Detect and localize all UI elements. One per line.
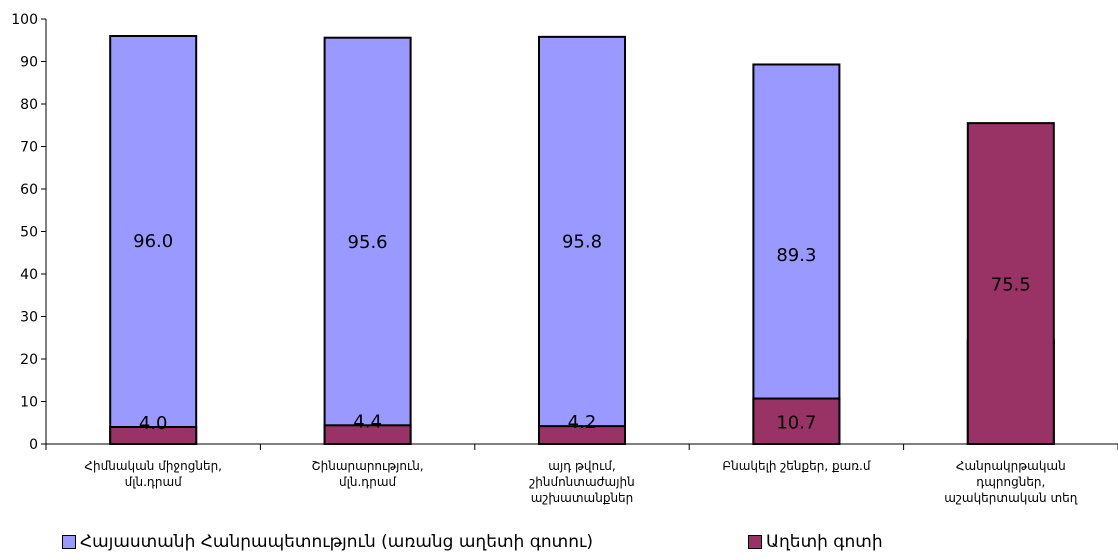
y-tick-label: 30 (20, 310, 38, 326)
data-label: 95.6 (348, 232, 388, 253)
x-category-label: Հանրակրթական (956, 459, 1066, 473)
data-label: 4.0 (139, 413, 168, 434)
legend-label: Աղետի գոտի (766, 532, 883, 552)
data-label: 95.8 (562, 231, 602, 252)
x-category-label: Բնակելի շենքեր, քառ.մ (722, 459, 871, 473)
x-category-label: Հիմնական միջոցներ, (84, 459, 222, 473)
y-tick-label: 60 (20, 182, 38, 198)
y-tick-label: 0 (29, 437, 38, 453)
x-category-label: մլն.դրամ (125, 475, 183, 489)
legend-item: Աղետի գոտի (748, 532, 883, 552)
bar-segment-disaster-zone (538, 425, 626, 445)
y-tick-label: 10 (20, 395, 38, 411)
data-label: 96.0 (133, 231, 173, 252)
data-label: 4.2 (568, 412, 597, 433)
x-category-label: դպրոցներ, (976, 475, 1045, 489)
y-tick-label: 90 (20, 55, 38, 71)
bar-segment-disaster-zone (752, 397, 841, 445)
bar-segment-disaster-zone (323, 424, 412, 445)
x-category-label: մլն.դրամ (339, 475, 397, 489)
y-tick-label: 80 (20, 97, 38, 113)
stacked-bar-chart: 0 10 20 30 40 50 60 70 80 90 100 96.0 4.0 Հիմնական մի… (11, 12, 1118, 505)
bar-segment-disaster-zone (966, 122, 1055, 445)
y-tick-label: 70 (20, 140, 38, 156)
x-category-label: աշակերտական տեղ (944, 491, 1078, 505)
x-category-label: Շինարարություն, (312, 459, 424, 473)
x-category-label: շինմոնտաժային (529, 475, 634, 489)
bar-segment-armenia (538, 35, 626, 445)
bar-segment-armenia (109, 35, 198, 445)
y-tick-label: 50 (20, 225, 38, 241)
legend-label: Հայաստանի Հանրապետություն (առանց աղետի գ… (80, 532, 594, 552)
y-tick-label: 100 (11, 12, 38, 28)
data-label: 10.7 (776, 412, 816, 433)
data-label: 75.5 (991, 275, 1031, 296)
x-category-label: աշխատանքներ (531, 491, 634, 505)
legend-item: Հայաստանի Հանրապետություն (առանց աղետի գ… (62, 532, 593, 552)
bar-segment-armenia (752, 63, 841, 445)
x-category-label: այդ թվում, (548, 459, 615, 473)
data-label: 4.4 (353, 411, 382, 432)
y-tick-label: 20 (20, 352, 38, 368)
bar-segment-armenia (323, 36, 412, 445)
legend-swatch (748, 535, 762, 549)
y-tick-label: 40 (20, 267, 38, 283)
bar-segment-disaster-zone (109, 426, 198, 445)
legend-swatch (62, 535, 76, 549)
chart-legend: Հայաստանի Հանրապետություն (առանց աղետի գ… (0, 532, 1118, 556)
data-label: 89.3 (776, 245, 816, 266)
